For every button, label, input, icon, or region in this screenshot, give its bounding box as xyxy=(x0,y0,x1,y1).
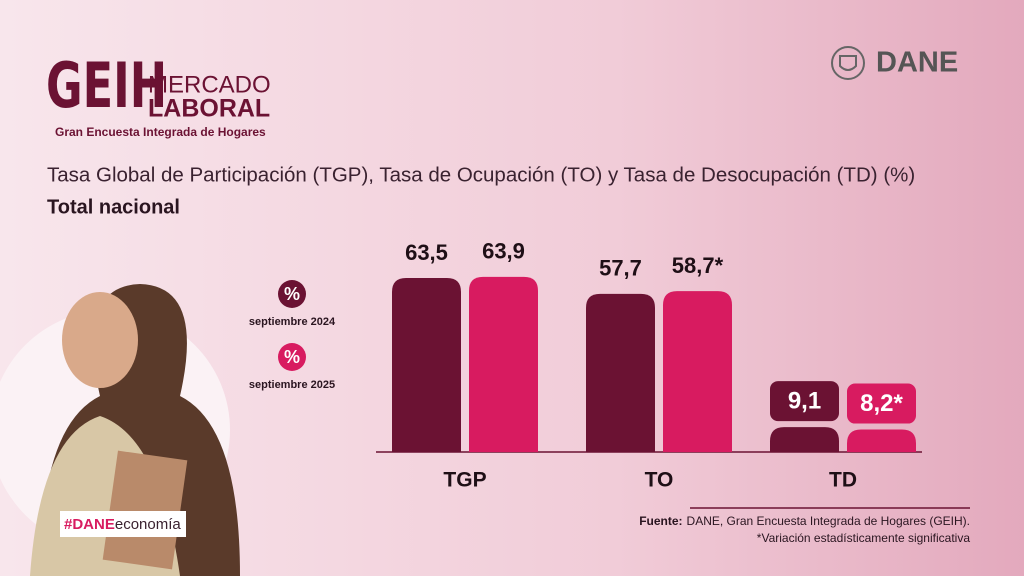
brand-emblem xyxy=(831,46,865,80)
value-label: 63,9 xyxy=(482,239,525,264)
logo-tagline: Gran Encuesta Integrada de Hogares xyxy=(55,125,266,139)
value-label: 9,1 xyxy=(788,387,821,414)
hashtag: #DANEeconomía xyxy=(64,516,181,533)
value-label-box xyxy=(847,383,916,424)
category-label: TO xyxy=(645,469,674,492)
value-label-box xyxy=(770,381,839,422)
note: *Variación estadísticamente significativ… xyxy=(757,531,971,545)
chart: % septiembre 2024% septiembre 2025 63,5 63,9… xyxy=(249,239,922,492)
photo-folder xyxy=(102,450,188,570)
value-label: 63,5 xyxy=(405,240,448,265)
bar xyxy=(586,293,655,452)
brand-shield xyxy=(839,55,857,71)
legend-symbol: % xyxy=(284,347,300,367)
hashtag-rest: economía xyxy=(115,516,182,533)
bar xyxy=(663,291,732,452)
category-label: TD xyxy=(829,469,857,492)
value-label: 8,2* xyxy=(860,390,903,417)
bar xyxy=(770,427,839,452)
legend-label: septiembre 2024 xyxy=(249,316,336,328)
source-text: DANE, Gran Encuesta Integrada de Hogares… xyxy=(687,514,970,528)
value-label: 57,7 xyxy=(599,256,642,281)
logo-line2: LABORAL xyxy=(148,95,270,123)
value-label: 58,7* xyxy=(672,253,724,278)
legend-swatch xyxy=(278,280,306,308)
legend-symbol: % xyxy=(284,284,300,304)
chart-subtitle: Total nacional xyxy=(47,196,180,218)
source-label: Fuente: xyxy=(639,514,682,528)
category-label: TGP xyxy=(443,469,486,492)
photo xyxy=(0,284,240,576)
logo-line1: MERCADO xyxy=(148,71,271,98)
bar xyxy=(392,278,461,452)
hashtag-bold: #DANE xyxy=(64,516,115,533)
bar xyxy=(847,429,916,452)
photo-face xyxy=(62,292,138,388)
brand: DANE xyxy=(876,47,958,79)
legend-label: septiembre 2025 xyxy=(249,379,335,391)
legend-swatch xyxy=(278,343,306,371)
chart-title: Tasa Global de Participación (TGP), Tasa… xyxy=(47,163,915,186)
logo-mark: GEIH xyxy=(46,49,167,121)
bar xyxy=(469,276,538,452)
source: Fuente: DANE, Gran Encuesta Integrada de … xyxy=(639,514,970,528)
hashtag-box xyxy=(60,511,186,537)
